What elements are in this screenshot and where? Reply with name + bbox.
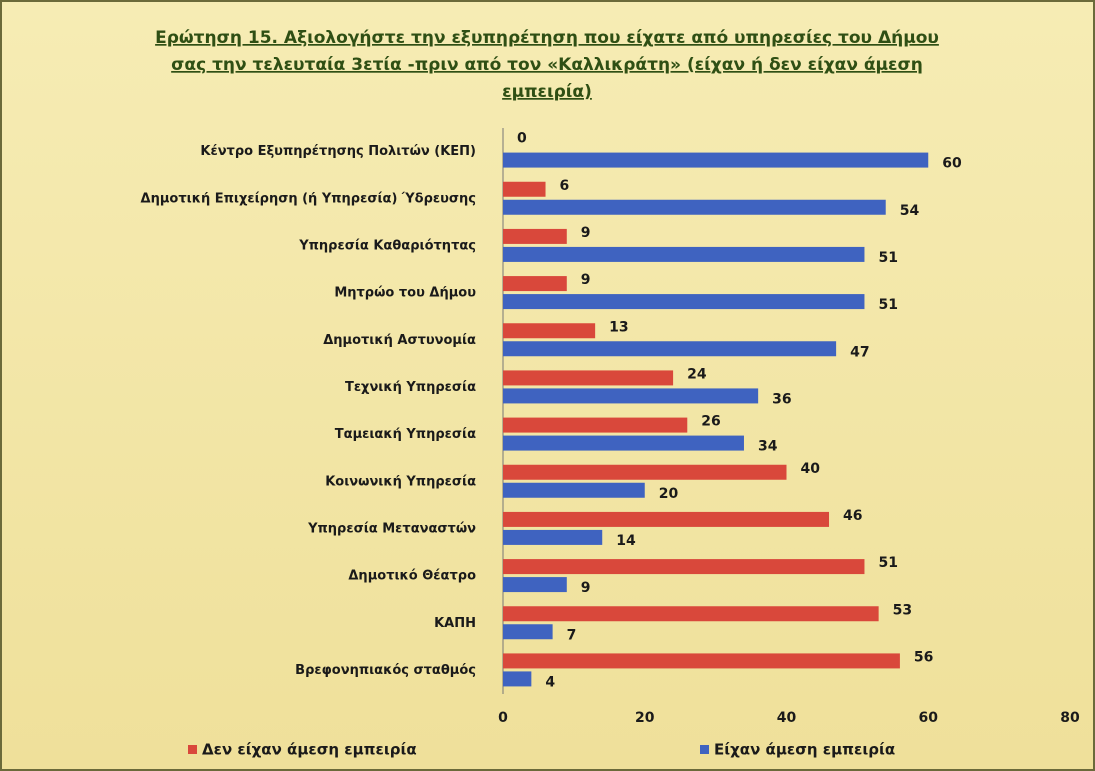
y-tick-label: Τεχνική Υπηρεσία — [345, 380, 476, 395]
y-tick-label: Δημοτική Επιχείρηση (ή Υπηρεσία) Ύδρευση… — [141, 191, 476, 206]
data-label: 53 — [893, 602, 912, 618]
bar — [503, 464, 787, 480]
y-tick-label: Υπηρεσία Καθαριότητας — [298, 238, 476, 253]
chart-title: Ερώτηση 15. Αξιολογήστε την εξυπηρέτηση … — [155, 28, 939, 48]
y-tick-label: Κέντρο Εξυπηρέτησης Πολιτών (ΚΕΠ) — [200, 144, 476, 159]
bar — [503, 671, 532, 687]
bar — [503, 199, 886, 215]
data-label: 51 — [878, 297, 897, 313]
data-label: 51 — [878, 250, 897, 266]
y-tick-label: Ταμειακή Υπηρεσία — [335, 427, 476, 442]
bar — [503, 294, 865, 310]
bar — [503, 370, 674, 386]
data-label: 24 — [687, 366, 707, 382]
data-label: 54 — [900, 203, 920, 219]
bar — [503, 559, 865, 575]
bar — [503, 511, 830, 527]
data-label: 9 — [581, 272, 591, 288]
legend-marker — [188, 745, 197, 754]
bar — [503, 482, 645, 498]
data-label: 13 — [609, 319, 628, 335]
bar — [503, 341, 837, 357]
bar — [503, 388, 759, 404]
data-label: 4 — [545, 674, 555, 690]
y-tick-label: ΚΑΠΗ — [434, 616, 476, 631]
chart-title: σας την τελευταία 3ετία -πριν από τον «Κ… — [171, 55, 923, 75]
data-label: 7 — [567, 627, 577, 643]
x-tick-label: 20 — [635, 710, 655, 726]
chart-title: εμπειρία) — [502, 82, 592, 102]
x-tick-label: 60 — [919, 710, 939, 726]
bar — [503, 181, 546, 197]
bar — [503, 246, 865, 262]
y-tick-label: Δημοτική Αστυνομία — [323, 333, 476, 348]
data-label: 20 — [659, 486, 679, 502]
data-label: 51 — [878, 555, 897, 571]
legend-label: Δεν είχαν άμεση εμπειρία — [202, 741, 417, 759]
y-tick-label: Υπηρεσία Μεταναστών — [307, 521, 476, 536]
y-tick-label: Μητρώο του Δήμου — [334, 286, 476, 301]
x-tick-label: 0 — [498, 710, 508, 726]
bar — [503, 653, 900, 669]
y-tick-label: Δημοτικό Θέατρο — [348, 569, 476, 584]
data-label: 6 — [560, 178, 570, 194]
bar — [503, 435, 744, 451]
bar — [503, 276, 567, 292]
x-tick-label: 40 — [777, 710, 797, 726]
data-label: 14 — [616, 533, 636, 549]
data-label: 40 — [801, 461, 821, 477]
data-label: 34 — [758, 439, 778, 455]
legend-marker — [700, 745, 709, 754]
bar — [503, 577, 567, 593]
data-label: 0 — [517, 131, 527, 147]
data-label: 46 — [843, 508, 862, 524]
bar — [503, 152, 929, 168]
data-label: 56 — [914, 649, 933, 665]
bar — [503, 606, 879, 622]
y-tick-label: Βρεφονηπιακός σταθμός — [295, 663, 476, 678]
data-label: 9 — [581, 580, 591, 596]
data-label: 9 — [581, 225, 591, 241]
bar — [503, 323, 596, 339]
bar — [503, 624, 553, 640]
legend-label: Είχαν άμεση εμπειρία — [714, 741, 895, 759]
data-label: 60 — [942, 156, 962, 172]
data-label: 36 — [772, 391, 791, 407]
y-tick-label: Κοινωνική Υπηρεσία — [325, 474, 476, 489]
bar — [503, 228, 567, 244]
bar — [503, 529, 603, 545]
data-label: 26 — [701, 414, 720, 430]
x-tick-label: 80 — [1060, 710, 1080, 726]
bar — [503, 417, 688, 433]
data-label: 47 — [850, 344, 869, 360]
